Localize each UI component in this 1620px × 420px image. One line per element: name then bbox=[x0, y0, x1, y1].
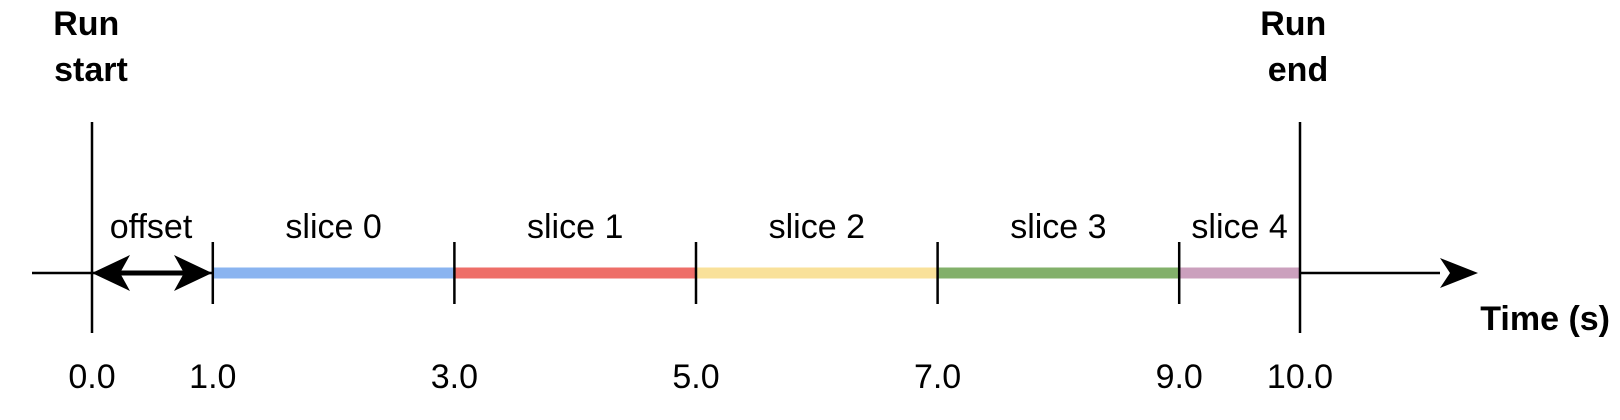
ticks-group: 0.0 1.0 3.0 5.0 7.0 9.0 10.0 bbox=[68, 242, 1333, 396]
run-start-label-line2: start bbox=[54, 51, 128, 89]
tick-label-4: 7.0 bbox=[914, 358, 961, 396]
offset-arrow-right-head bbox=[174, 255, 212, 291]
tick-label-3: 5.0 bbox=[672, 358, 719, 396]
tick-label-0: 0.0 bbox=[68, 358, 115, 396]
offset-label: offset bbox=[110, 208, 193, 246]
time-axis-arrowhead bbox=[1440, 258, 1478, 288]
slice-label-4: slice 4 bbox=[1191, 208, 1287, 246]
tick-label-2: 3.0 bbox=[431, 358, 478, 396]
run-end-label: Run end bbox=[1260, 5, 1336, 89]
tick-label-1: 1.0 bbox=[189, 358, 236, 396]
slice-label-0: slice 0 bbox=[285, 208, 381, 246]
slice-label-2: slice 2 bbox=[769, 208, 865, 246]
slice-label-1: slice 1 bbox=[527, 208, 623, 246]
run-end-label-line2: end bbox=[1268, 51, 1328, 89]
tick-label-5: 9.0 bbox=[1156, 358, 1203, 396]
run-start-label-line1: Run bbox=[53, 5, 119, 43]
slices-group: slice 0 slice 1 slice 2 slice 3 slice 4 bbox=[212, 208, 1300, 279]
offset-arrow-left-head bbox=[92, 255, 130, 291]
slice-label-3: slice 3 bbox=[1010, 208, 1106, 246]
run-end-label-line1: Run bbox=[1260, 5, 1326, 43]
tick-label-6: 10.0 bbox=[1267, 358, 1333, 396]
run-start-label: Run start bbox=[53, 5, 129, 89]
offset-double-arrow bbox=[92, 255, 212, 291]
axis-label: Time (s) bbox=[1480, 300, 1610, 338]
